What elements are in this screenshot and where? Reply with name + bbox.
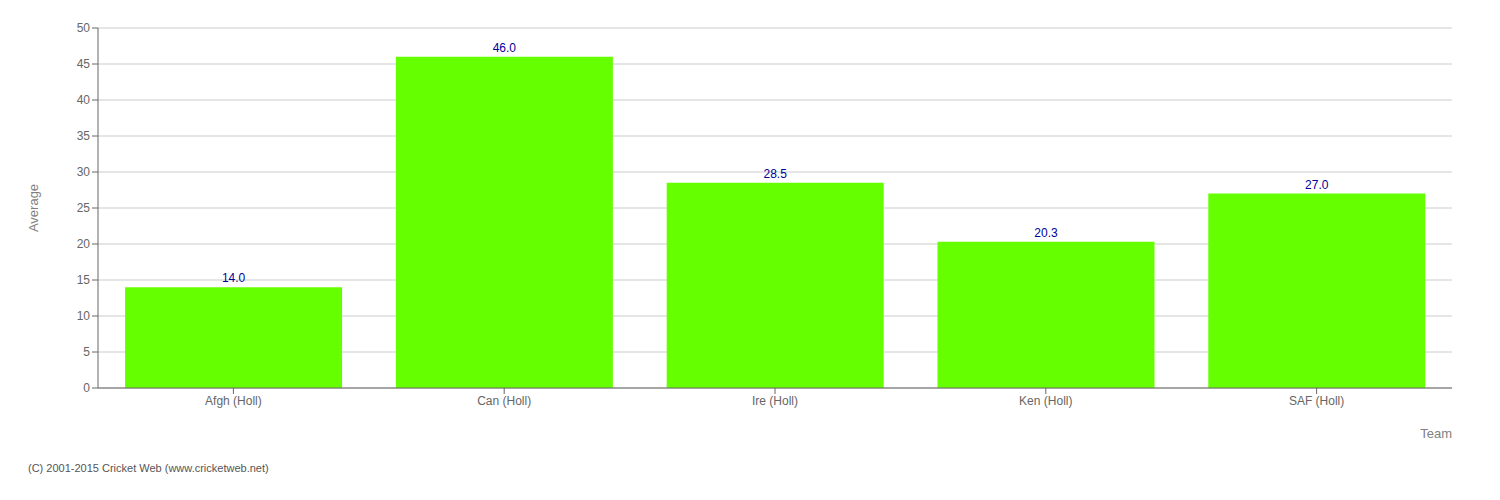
svg-text:Average: Average	[26, 184, 41, 232]
svg-text:SAF (Holl): SAF (Holl)	[1289, 394, 1344, 408]
svg-text:40: 40	[77, 93, 91, 107]
svg-text:28.5: 28.5	[764, 167, 788, 181]
svg-text:45: 45	[77, 57, 91, 71]
svg-text:27.0: 27.0	[1305, 178, 1329, 192]
svg-text:Ire (Holl): Ire (Holl)	[752, 394, 798, 408]
svg-text:Team: Team	[1420, 426, 1452, 441]
svg-text:20: 20	[77, 237, 91, 251]
svg-text:20.3: 20.3	[1034, 226, 1058, 240]
html-text:(C) 2001-2015 Cricket Web (www: (C) 2001-2015 Cricket Web (www.cricketwe…	[28, 462, 269, 474]
svg-text:14.0: 14.0	[222, 271, 246, 285]
svg-text:10: 10	[77, 309, 91, 323]
svg-text:15: 15	[77, 273, 91, 287]
svg-text:25: 25	[77, 201, 91, 215]
svg-text:35: 35	[77, 129, 91, 143]
svg-text:Afgh (Holl): Afgh (Holl)	[205, 394, 262, 408]
svg-text:Can (Holl): Can (Holl)	[477, 394, 531, 408]
svg-text:50: 50	[77, 21, 91, 35]
svg-text:Ken (Holl): Ken (Holl)	[1019, 394, 1072, 408]
svg-text:0: 0	[83, 381, 90, 395]
svg-text:30: 30	[77, 165, 91, 179]
svg-text:5: 5	[83, 345, 90, 359]
svg-text:46.0: 46.0	[493, 41, 517, 55]
